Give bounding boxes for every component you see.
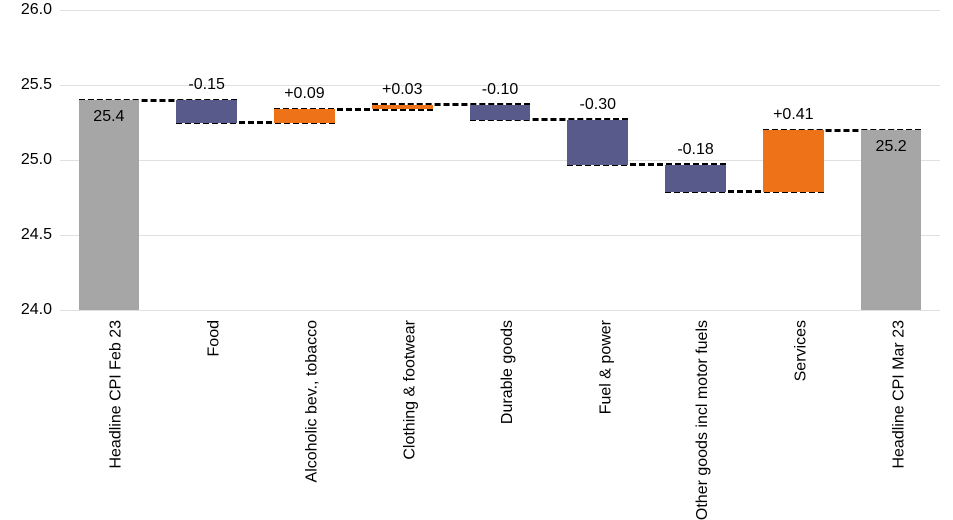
value-label: -0.30 (580, 96, 616, 114)
grid-line (60, 10, 940, 11)
value-label: +0.03 (382, 81, 422, 99)
x-tick-label: Clothing & footwear (401, 320, 419, 460)
value-label: +0.09 (284, 85, 324, 103)
delta-bar (763, 130, 824, 192)
value-label: -0.15 (188, 76, 224, 94)
delta-bar (372, 105, 433, 110)
plot-area: 24.024.525.025.526.025.4-0.15+0.09+0.03-… (60, 10, 940, 311)
x-tick-label: Headline CPI Mar 23 (890, 320, 908, 469)
x-tick-label: Fuel & power (597, 320, 615, 414)
waterfall-chart: 24.0 24.5 25.0 25.5 26.0 25.4 -0.15 +0.09 +0.03 -… (0, 0, 953, 516)
x-axis-labels: Headline CPI Feb 23 Food Alcoholic bev., t… (60, 320, 940, 510)
delta-bar (470, 105, 531, 120)
y-tick-label: 25.0 (10, 151, 52, 169)
delta-bar (274, 109, 335, 123)
y-tick-label: 25.5 (10, 76, 52, 94)
x-tick-label: Headline CPI Feb 23 (108, 320, 126, 469)
delta-bar (176, 100, 237, 123)
x-tick-label: Food (206, 320, 224, 356)
grid-line (60, 235, 940, 236)
y-tick-label: 24.0 (10, 301, 52, 319)
total-bar (861, 130, 922, 310)
x-tick-label: Durable goods (499, 320, 517, 424)
value-label: 25.2 (876, 138, 907, 156)
value-label: 25.4 (93, 108, 124, 126)
delta-bar (665, 165, 726, 192)
grid-line (60, 310, 940, 311)
y-tick-label: 24.5 (10, 226, 52, 244)
total-bar (79, 100, 140, 310)
value-label: +0.41 (773, 106, 813, 124)
delta-bar (567, 120, 628, 165)
value-label: -0.10 (482, 81, 518, 99)
x-tick-label: Other goods incl motor fuels (695, 320, 713, 520)
x-tick-label: Alcoholic bev., tobacco (303, 320, 321, 482)
y-tick-label: 26.0 (10, 1, 52, 19)
value-label: -0.18 (677, 141, 713, 159)
x-tick-label: Services (792, 320, 810, 381)
